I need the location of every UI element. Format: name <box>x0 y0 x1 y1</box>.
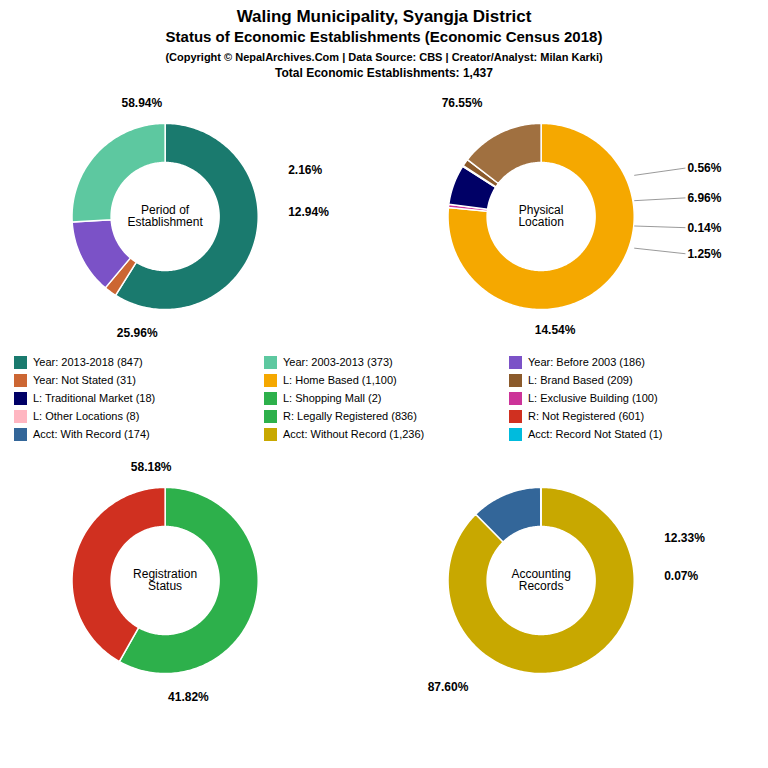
html-text:L: Exclusive Building (100): L: Exclusive Building (100) <box>528 392 658 404</box>
svg-text:0.07%: 0.07% <box>664 569 698 583</box>
svg-text:12.33%: 12.33% <box>664 531 705 545</box>
html-text:L: Other Locations (8): L: Other Locations (8) <box>33 410 140 422</box>
html-text:Acct: With Record (174): Acct: With Record (174) <box>33 428 150 440</box>
html-text:Year: 2003-2013 (373): Year: 2003-2013 (373) <box>283 356 393 368</box>
svg-text:1.25%: 1.25% <box>687 247 721 261</box>
svg-text:Period ofEstablishment: Period ofEstablishment <box>127 203 203 229</box>
html-text:R: Legally Registered (836): R: Legally Registered (836) <box>283 410 417 422</box>
html-text:Total Economic Establishments:: Total Economic Establishments: 1,437 <box>275 66 493 80</box>
html-text:Acct: Record Not Stated (1): Acct: Record Not Stated (1) <box>528 428 663 440</box>
html-text:L: Brand Based (209): L: Brand Based (209) <box>528 374 633 386</box>
svg-text:41.82%: 41.82% <box>168 690 209 704</box>
svg-text:58.94%: 58.94% <box>121 96 162 110</box>
html-text:L: Shopping Mall (2): L: Shopping Mall (2) <box>283 392 382 404</box>
html-text:Acct: Without Record (1,236): Acct: Without Record (1,236) <box>283 428 425 440</box>
svg-text:AccountingRecords: AccountingRecords <box>511 567 570 593</box>
svg-text:0.14%: 0.14% <box>687 221 721 235</box>
svg-text:2.16%: 2.16% <box>288 163 322 177</box>
html-text:L: Home Based (1,100): L: Home Based (1,100) <box>283 374 397 386</box>
html-text:R: Not Registered (601): R: Not Registered (601) <box>528 410 645 422</box>
svg-text:6.96%: 6.96% <box>687 191 721 205</box>
svg-text:12.94%: 12.94% <box>288 205 329 219</box>
html-text:(Copyright © NepalArchives.Com: (Copyright © NepalArchives.Com | Data So… <box>165 51 603 63</box>
html-text:Year: Not Stated (31): Year: Not Stated (31) <box>33 374 136 386</box>
svg-text:RegistrationStatus: RegistrationStatus <box>133 567 197 593</box>
svg-text:0.56%: 0.56% <box>687 161 721 175</box>
svg-text:58.18%: 58.18% <box>131 460 172 474</box>
html-text:Year: Before 2003 (186): Year: Before 2003 (186) <box>528 356 645 368</box>
svg-text:PhysicalLocation: PhysicalLocation <box>518 203 563 229</box>
html-text:Year: 2013-2018 (847): Year: 2013-2018 (847) <box>33 356 143 368</box>
html-text:Status of Economic Establishme: Status of Economic Establishments (Econo… <box>165 28 603 45</box>
svg-text:14.54%: 14.54% <box>535 323 576 337</box>
svg-text:76.55%: 76.55% <box>442 96 483 110</box>
svg-text:87.60%: 87.60% <box>428 680 469 694</box>
svg-text:25.96%: 25.96% <box>117 326 158 340</box>
html-text:Waling Municipality, Syangja D: Waling Municipality, Syangja District <box>236 7 532 26</box>
html-text:L: Traditional Market (18): L: Traditional Market (18) <box>33 392 156 404</box>
